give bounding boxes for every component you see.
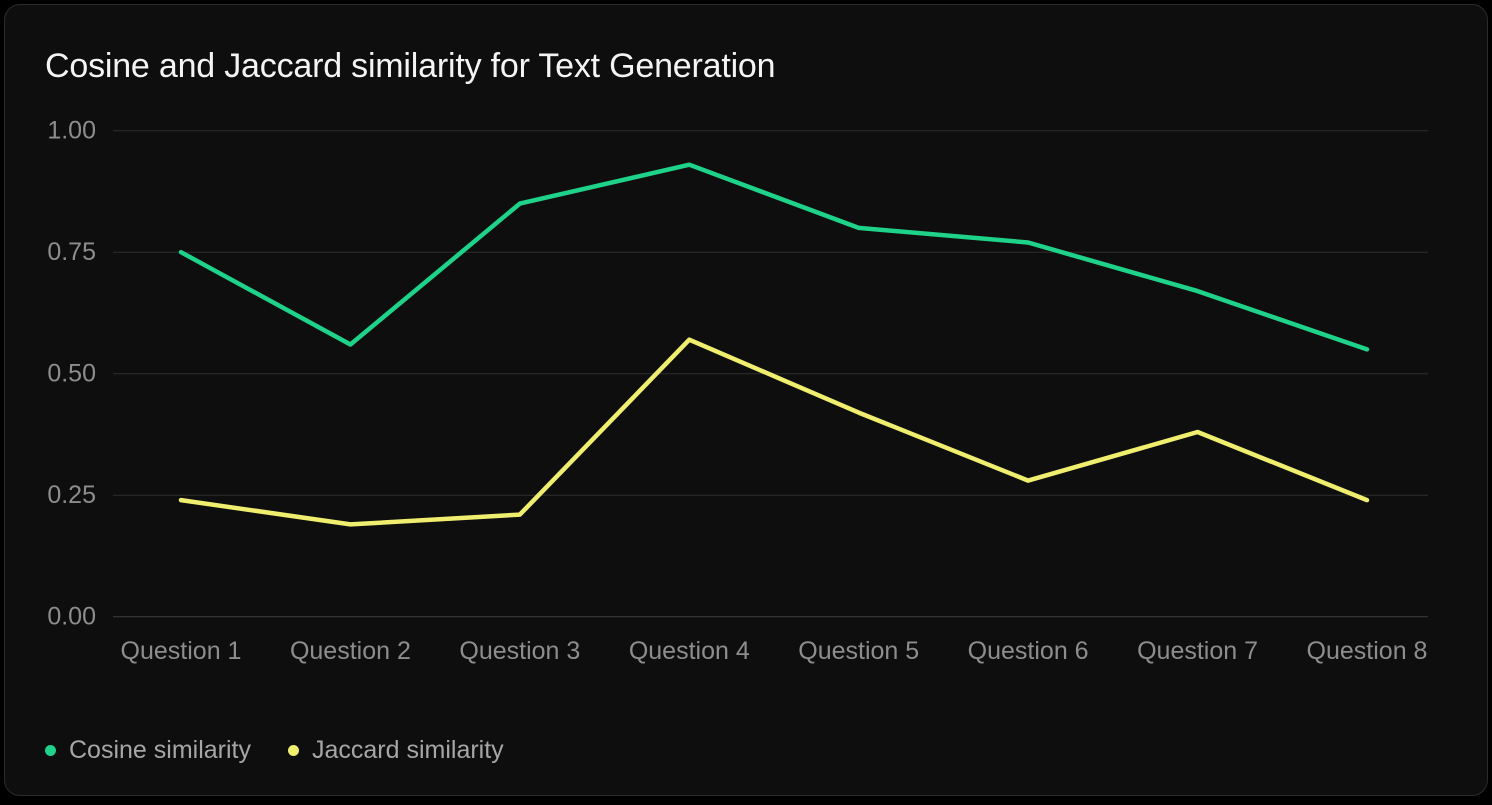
chart-title: Cosine and Jaccard similarity for Text G…: [45, 47, 776, 85]
x-axis-label: Question 1: [121, 637, 242, 665]
y-tick-label: 0.50: [47, 360, 96, 388]
y-tick-label: 0.00: [47, 603, 96, 631]
legend-item-jaccard-similarity: Jaccard similarity: [287, 735, 504, 765]
x-axis-label: Question 3: [459, 637, 580, 665]
chart-legend: Cosine similarity Jaccard similarity: [45, 735, 504, 765]
x-axis-label: Question 2: [290, 637, 411, 665]
legend-label-jaccard-similarity: Jaccard similarity: [311, 736, 504, 764]
legend-label-cosine-similarity: Cosine similarity: [69, 736, 251, 764]
legend-swatch-jaccard-similarity: [287, 744, 299, 756]
chart-card: Cosine and Jaccard similarity for Text G…: [4, 4, 1488, 796]
line-chart: 1.00 0.75 0.50 0.25 0.00 Question 1 Question 2…: [47, 117, 1428, 665]
x-axis-label: Question 7: [1137, 637, 1258, 665]
legend-item-cosine-similarity: Cosine similarity: [45, 735, 251, 765]
legend-swatch-cosine-similarity: [45, 744, 56, 756]
y-tick-label: 0.25: [47, 481, 96, 509]
series-line-jaccard-similarity: [178, 337, 1370, 527]
x-axis-label: Question 4: [629, 637, 750, 665]
x-axis-label: Question 6: [968, 637, 1089, 665]
y-tick-label: 1.00: [47, 117, 96, 145]
series-line-cosine-similarity: [178, 162, 1370, 352]
x-axis-label: Question 8: [1307, 637, 1428, 665]
y-tick-label: 0.75: [47, 238, 96, 266]
x-axis-label: Question 5: [798, 637, 919, 665]
